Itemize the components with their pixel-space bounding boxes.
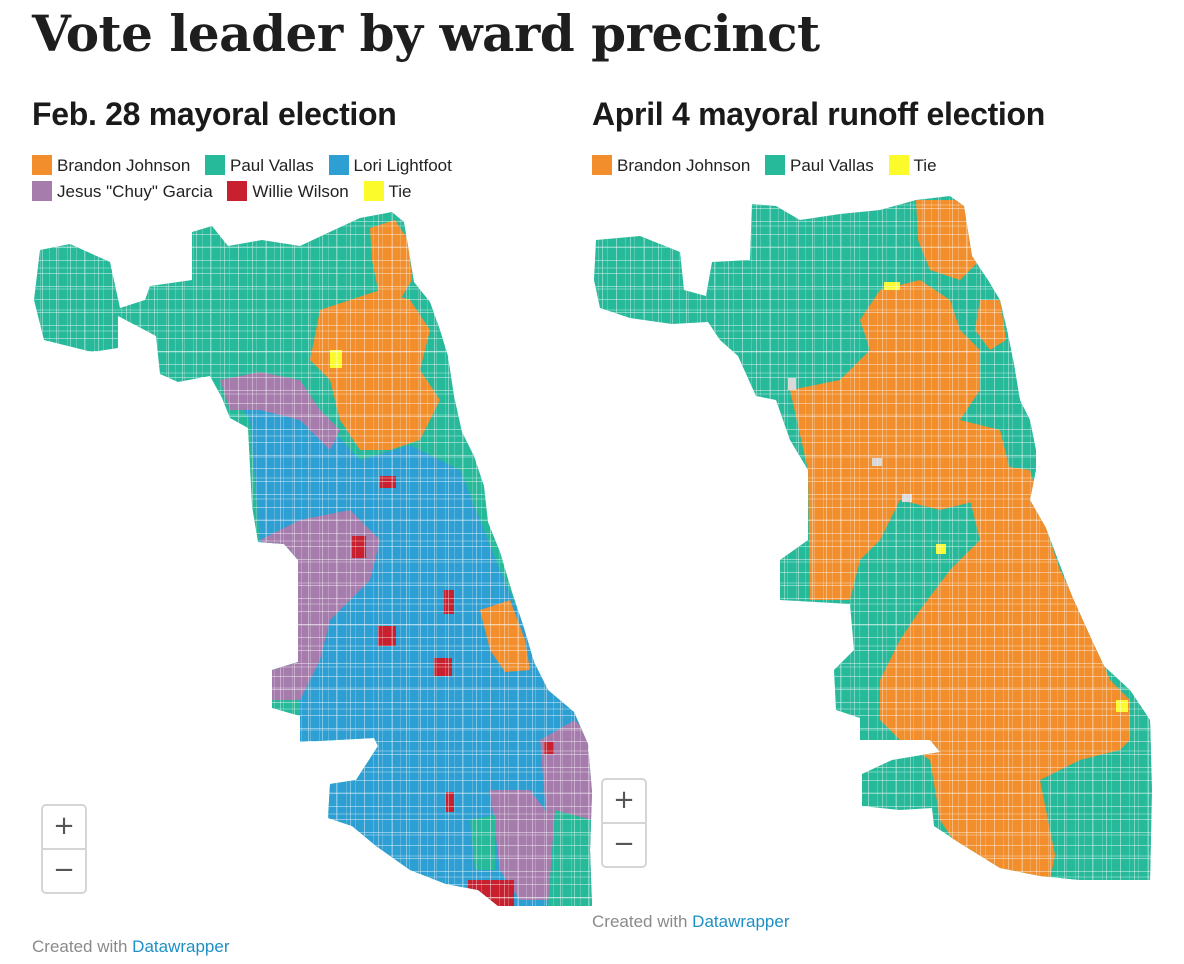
legend-label: Paul Vallas [790,156,874,175]
legend-item-lightfoot: Lori Lightfoot [328,153,452,179]
legend-label: Lori Lightfoot [353,156,452,175]
legend-label: Willie Wilson [252,182,349,201]
legend-item-johnson: Brandon Johnson [32,153,190,179]
legend-item-garcia: Jesus "Chuy" Garcia [32,179,213,205]
april-map-subtitle: April 4 mayoral runoff election [592,96,1046,132]
legend-swatch [363,181,384,201]
datawrapper-link[interactable]: Datawrapper [692,912,790,931]
datawrapper-link[interactable]: Datawrapper [132,937,230,956]
legend-label: Brandon Johnson [57,156,191,175]
zoom-out-button[interactable]: − [613,829,635,859]
legend-label: Tie [388,182,412,201]
feb-precinct-map[interactable] [30,190,596,910]
legend-item-johnson: Brandon Johnson [592,153,750,179]
april-map-legend: Brandon Johnson Paul Vallas Tie [592,153,1162,179]
legend-item-vallas: Paul Vallas [765,153,874,179]
legend-item-wilson: Willie Wilson [227,179,349,205]
legend-label: Tie [913,156,937,175]
legend-swatch [32,155,52,175]
legend-label: Jesus "Chuy" Garcia [57,182,213,201]
legend-item-vallas: Paul Vallas [205,153,314,179]
feb-map-credit: Created with Datawrapper [32,937,230,957]
legend-item-tie: Tie [888,153,937,179]
legend-item-tie: Tie [363,179,412,205]
credit-text: Created with [592,912,693,931]
feb-map-legend: Brandon Johnson Paul Vallas Lori Lightfo… [32,153,592,205]
feb-map-panel: Feb. 28 mayoral election Brandon Johnson… [32,96,592,205]
legend-swatch [205,155,226,175]
page-title: Vote leader by ward precinct [32,4,820,63]
zoom-in-button[interactable]: + [603,780,645,824]
legend-swatch [765,155,786,175]
legend-swatch [592,155,612,175]
legend-swatch [227,181,248,201]
april-precinct-map[interactable] [590,190,1156,890]
credit-text: Created with [32,937,133,956]
legend-swatch [32,181,52,201]
april-map-panel: April 4 mayoral runoff election Brandon … [592,96,1162,179]
april-map-credit: Created with Datawrapper [592,912,790,932]
legend-swatch [888,155,909,175]
legend-label: Brandon Johnson [617,156,751,175]
april-map-zoom-control: + − [601,778,647,868]
feb-map-zoom-control: + − [41,804,87,894]
legend-label: Paul Vallas [230,156,314,175]
zoom-out-button[interactable]: − [53,855,75,885]
legend-swatch [328,155,349,175]
zoom-in-button[interactable]: + [43,806,85,850]
feb-map-subtitle: Feb. 28 mayoral election [32,96,397,132]
